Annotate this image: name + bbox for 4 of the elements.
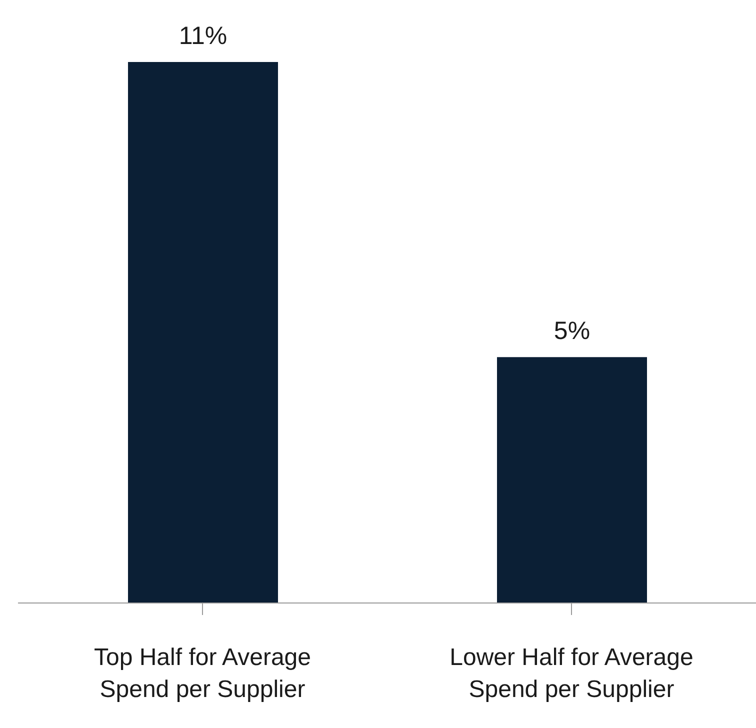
data-label: 11% <box>178 22 228 50</box>
data-label: 5% <box>554 317 590 346</box>
x-tick-label: Lower Half for Average Spend per Supplier <box>450 644 694 703</box>
x-tick-label: Top Half for Average Spend per Supplier <box>94 644 312 703</box>
